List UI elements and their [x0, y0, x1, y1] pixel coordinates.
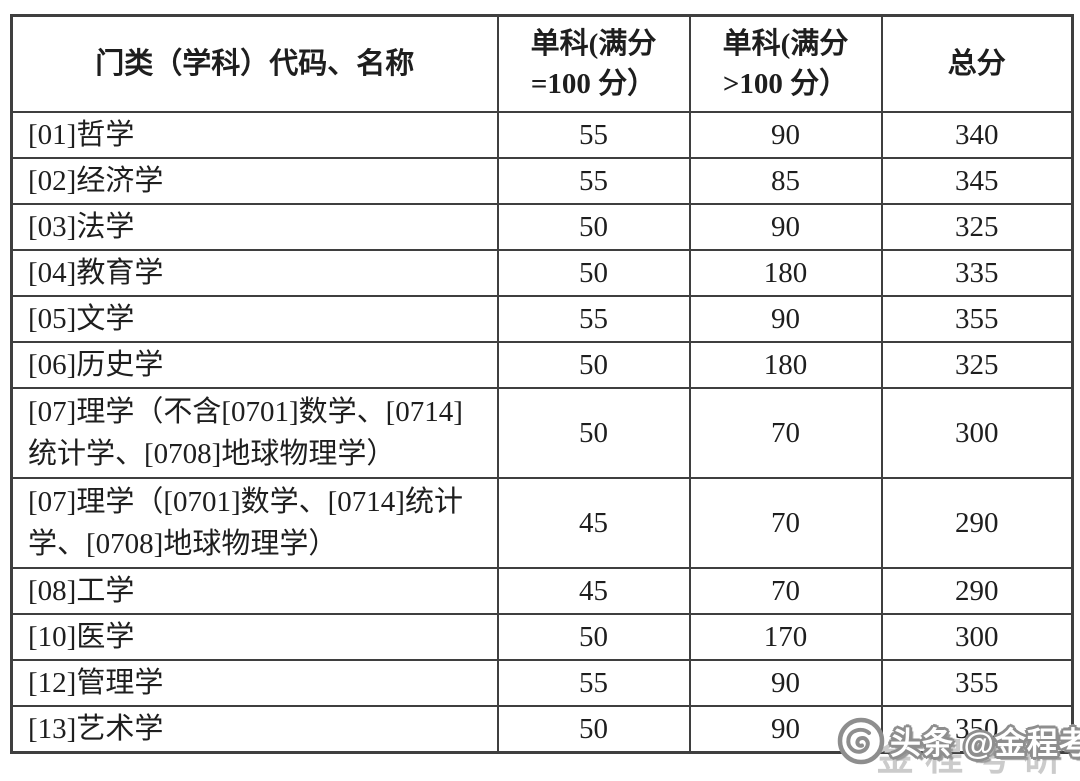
total-cell: 345: [880, 157, 1074, 205]
watermark-text: 头条 @金程考研: [890, 725, 1080, 761]
category-cell: [07]理学（不含[0701]数学、[0714]统计学、[0708]地球物理学）: [10, 387, 499, 479]
single-gt100-cell: 90: [688, 659, 883, 707]
total-cell: 290: [880, 567, 1074, 615]
single-gt100-cell: 180: [688, 341, 883, 389]
table-row: [08]工学 45 70 290: [10, 567, 1074, 615]
header-single-eq100-line1: 单科(满分: [530, 28, 657, 60]
header-category-label: 门类（学科）代码、名称: [95, 48, 415, 80]
toutiao-swirl-icon: [836, 716, 886, 766]
single-gt100-cell: 70: [688, 387, 883, 479]
table-row: [01]哲学 55 90 340: [10, 111, 1074, 159]
single-eq100-cell: 55: [496, 157, 691, 205]
category-cell: [03]法学: [10, 203, 499, 251]
score-lines-table: 门类（学科）代码、名称 单科(满分 =100 分） 单科(满分 >100 分） …: [10, 14, 1074, 754]
table-header: 门类（学科）代码、名称 单科(满分 =100 分） 单科(满分 >100 分） …: [10, 14, 1074, 113]
single-gt100-cell: 90: [688, 111, 883, 159]
single-eq100-cell: 50: [496, 387, 691, 479]
category-cell: [08]工学: [10, 567, 499, 615]
single-eq100-cell: 50: [496, 341, 691, 389]
table-row: [02]经济学 55 85 345: [10, 157, 1074, 205]
single-eq100-cell: 55: [496, 295, 691, 343]
table-row: [13]艺术学 50 90 350: [10, 705, 1074, 754]
total-cell: 335: [880, 249, 1074, 297]
single-gt100-cell: 170: [688, 613, 883, 661]
single-eq100-cell: 55: [496, 111, 691, 159]
table-row: [06]历史学 50 180 325: [10, 341, 1074, 389]
category-cell: [01]哲学: [10, 111, 499, 159]
single-eq100-cell: 45: [496, 567, 691, 615]
table-row: [07]理学（[0701]数学、[0714]统计学、[0708]地球物理学） 4…: [10, 477, 1074, 569]
single-gt100-cell: 180: [688, 249, 883, 297]
total-cell: 355: [880, 659, 1074, 707]
header-total-label: 总分: [947, 48, 1006, 80]
header-single-gt100-line2: >100 分）: [722, 68, 849, 100]
category-cell: [13]艺术学: [10, 705, 499, 754]
total-cell: 325: [880, 203, 1074, 251]
table-row: [12]管理学 55 90 355: [10, 659, 1074, 707]
header-single-eq100-line2: =100 分）: [530, 68, 657, 100]
category-cell: [12]管理学: [10, 659, 499, 707]
single-gt100-cell: 70: [688, 567, 883, 615]
header-category: 门类（学科）代码、名称: [10, 14, 499, 113]
table-row: [10]医学 50 170 300: [10, 613, 1074, 661]
header-single-gt100: 单科(满分 >100 分）: [688, 14, 883, 113]
category-cell: [10]医学: [10, 613, 499, 661]
total-cell: 350: [880, 705, 1074, 754]
category-cell: [06]历史学: [10, 341, 499, 389]
single-gt100-cell: 90: [688, 203, 883, 251]
total-cell: 340: [880, 111, 1074, 159]
total-cell: 325: [880, 341, 1074, 389]
single-gt100-cell: 90: [688, 295, 883, 343]
header-row: 门类（学科）代码、名称 单科(满分 =100 分） 单科(满分 >100 分） …: [10, 14, 1074, 113]
table-row: [04]教育学 50 180 335: [10, 249, 1074, 297]
total-cell: 300: [880, 387, 1074, 479]
table-row: [05]文学 55 90 355: [10, 295, 1074, 343]
single-gt100-cell: 70: [688, 477, 883, 569]
single-eq100-cell: 50: [496, 249, 691, 297]
category-cell: [07]理学（[0701]数学、[0714]统计学、[0708]地球物理学）: [10, 477, 499, 569]
single-eq100-cell: 50: [496, 705, 691, 754]
single-gt100-cell: 85: [688, 157, 883, 205]
single-eq100-cell: 50: [496, 203, 691, 251]
single-eq100-cell: 45: [496, 477, 691, 569]
category-cell: [04]教育学: [10, 249, 499, 297]
header-single-eq100: 单科(满分 =100 分）: [496, 14, 691, 113]
total-cell: 290: [880, 477, 1074, 569]
single-eq100-cell: 50: [496, 613, 691, 661]
table-body: [01]哲学 55 90 340 [02]经济学 55 85 345 [03]法…: [10, 111, 1074, 754]
table-row: [07]理学（不含[0701]数学、[0714]统计学、[0708]地球物理学）…: [10, 387, 1074, 479]
single-eq100-cell: 55: [496, 659, 691, 707]
category-cell: [05]文学: [10, 295, 499, 343]
total-cell: 300: [880, 613, 1074, 661]
watermark: 头条 @金程考研: [836, 704, 1080, 766]
category-cell: [02]经济学: [10, 157, 499, 205]
header-single-gt100-line1: 单科(满分: [722, 28, 849, 60]
header-total: 总分: [880, 14, 1074, 113]
table-row: [03]法学 50 90 325: [10, 203, 1074, 251]
total-cell: 355: [880, 295, 1074, 343]
